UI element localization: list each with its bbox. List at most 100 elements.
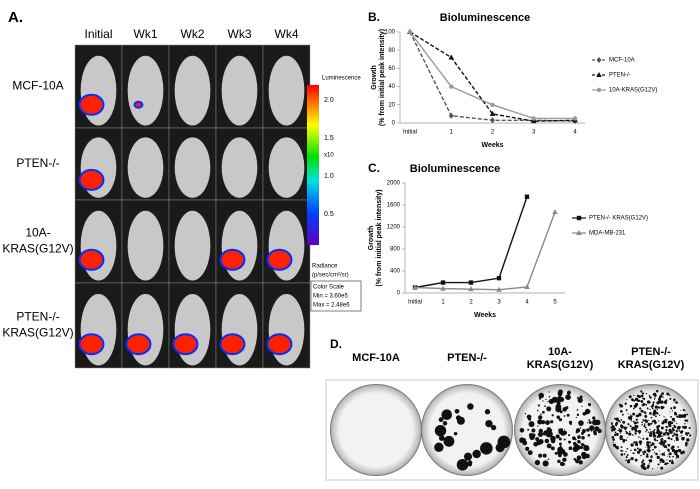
marker <box>524 283 530 289</box>
colony <box>675 433 679 437</box>
colorbar-tick: 1.0 <box>324 173 334 180</box>
colony <box>568 440 571 444</box>
colony <box>653 445 657 449</box>
colony <box>612 438 615 441</box>
colony <box>656 455 660 460</box>
colony <box>682 415 686 418</box>
column-header: Wk1 <box>134 27 158 41</box>
column-header: Wk4 <box>275 27 299 41</box>
colony <box>588 419 591 422</box>
marker <box>490 102 495 108</box>
colony <box>581 435 585 440</box>
colony <box>660 405 663 409</box>
colony <box>639 443 642 446</box>
colony <box>558 437 562 441</box>
colony <box>618 420 621 423</box>
colony <box>557 459 561 464</box>
colony <box>535 437 540 442</box>
mouse <box>80 55 117 126</box>
marker <box>572 116 578 121</box>
colony <box>652 412 656 416</box>
colony <box>658 434 662 438</box>
mouse <box>221 137 258 198</box>
colony <box>562 457 567 462</box>
signal <box>78 93 105 116</box>
colony <box>648 462 650 464</box>
colony <box>583 413 586 416</box>
colony <box>641 421 644 424</box>
colony <box>611 436 614 439</box>
colony <box>658 420 660 422</box>
colony <box>656 428 660 432</box>
x-tick-label: 4 <box>573 130 577 136</box>
colony <box>568 390 571 393</box>
colony <box>641 423 643 426</box>
colony <box>635 418 638 421</box>
colony <box>568 434 571 437</box>
colony <box>630 428 632 430</box>
marker <box>552 209 558 215</box>
colony <box>619 435 623 439</box>
y-axis-label: Growth <box>371 65 378 90</box>
column-header: Wk2 <box>181 27 205 41</box>
colony <box>678 414 682 417</box>
colony <box>670 438 673 441</box>
mouse <box>221 210 258 281</box>
colony <box>678 448 682 453</box>
dish-label: PTEN-/- <box>631 346 671 358</box>
colony <box>579 441 581 444</box>
colony <box>617 429 619 432</box>
mouse <box>127 294 164 366</box>
y-tick-label: 0 <box>397 291 401 297</box>
colony <box>648 396 651 398</box>
colony <box>677 456 680 459</box>
marker <box>496 286 502 292</box>
colony <box>564 429 566 431</box>
colony <box>548 430 551 433</box>
mouse <box>174 137 211 198</box>
colony <box>537 404 540 407</box>
colony <box>688 426 691 430</box>
colony <box>593 432 597 436</box>
colony <box>592 416 596 420</box>
colony <box>662 421 665 424</box>
colony <box>581 405 583 407</box>
colony <box>584 408 591 415</box>
colony <box>646 407 649 410</box>
colony <box>645 430 647 433</box>
colony <box>676 422 678 425</box>
colony <box>581 428 587 434</box>
colony <box>550 446 555 451</box>
colony <box>566 413 570 417</box>
colony <box>662 439 664 441</box>
colony <box>675 401 678 404</box>
marker <box>531 116 536 121</box>
signal <box>219 248 246 271</box>
colony <box>654 397 656 399</box>
colony <box>559 396 565 403</box>
colony <box>575 428 581 433</box>
legend-label: 10A-KRAS(G12V) <box>609 88 657 94</box>
colony <box>627 416 632 420</box>
colony <box>680 409 682 411</box>
colony <box>637 425 639 427</box>
colony <box>620 406 622 408</box>
mouse <box>221 55 258 126</box>
colony <box>630 456 634 461</box>
colony <box>577 435 581 439</box>
colony <box>548 398 555 404</box>
colony <box>626 454 629 457</box>
colony <box>642 459 645 462</box>
dish-label: MCF-10A <box>352 352 400 364</box>
colony <box>638 412 641 415</box>
colony <box>660 466 664 470</box>
colony <box>620 419 623 421</box>
colony <box>613 417 617 420</box>
colony <box>662 442 665 445</box>
colony <box>560 430 566 436</box>
scale-box <box>310 280 362 312</box>
colony <box>649 441 651 444</box>
colony <box>659 453 661 455</box>
signal <box>219 333 246 356</box>
colony <box>620 449 623 452</box>
